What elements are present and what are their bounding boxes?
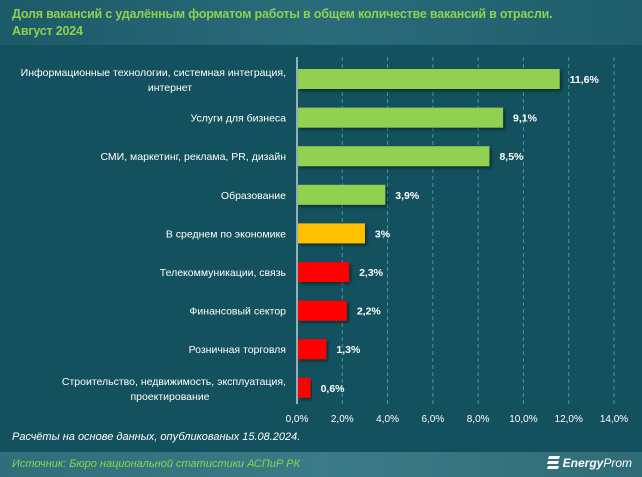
x-tick-label: 8,0% xyxy=(467,414,490,425)
bar xyxy=(298,262,350,282)
footer: Источник: Бюро национальной статистики А… xyxy=(0,452,642,477)
value-label: 3,9% xyxy=(395,190,420,202)
category-label: Образование xyxy=(221,190,286,202)
value-label: 9,1% xyxy=(513,113,538,125)
category-label: В среднем по экономике xyxy=(166,228,286,240)
energyprom-logo-icon xyxy=(546,456,560,469)
bar xyxy=(298,69,560,89)
calculation-note: Расчёты на основе данных, опубликованых … xyxy=(12,431,301,443)
chart-title: Доля вакансий с удалённым форматом работ… xyxy=(12,6,553,40)
category-label: Услуги для бизнеса xyxy=(191,113,287,125)
logo-text-bold: Energy xyxy=(562,456,604,470)
value-label: 11,6% xyxy=(570,74,600,86)
x-tick-label: 10,0% xyxy=(509,414,537,425)
value-label: 2,3% xyxy=(359,267,384,279)
x-tick-label: 6,0% xyxy=(421,414,444,425)
header: Доля вакансий с удалённым форматом работ… xyxy=(0,0,642,45)
chart-area: Информационные технологии, системная инт… xyxy=(0,45,642,440)
x-tick-label: 2,0% xyxy=(331,414,354,425)
category-label: СМИ, маркетинг, реклама, PR, дизайн xyxy=(100,151,286,163)
category-label-line2: интернет xyxy=(148,82,192,94)
category-label-line2: проектирование xyxy=(130,391,209,403)
bar xyxy=(298,184,386,205)
category-label: Финансовый сектор xyxy=(189,306,286,318)
x-tick-label: 4,0% xyxy=(376,414,399,425)
bar xyxy=(298,223,365,244)
value-label: 0,6% xyxy=(321,383,346,395)
value-label: 1,3% xyxy=(336,344,361,356)
category-label: Розничная торговля xyxy=(189,344,286,356)
logo-text-rest: Prom xyxy=(603,456,632,470)
energyprom-logo: Energy Prom xyxy=(546,456,632,470)
category-label: Строительство, недвижимость, эксплуатаци… xyxy=(62,376,286,388)
value-label: 2,2% xyxy=(357,306,382,318)
x-tick-label: 14,0% xyxy=(600,414,628,425)
category-label: Телекоммуникации, связь xyxy=(160,267,287,279)
bar-chart: Информационные технологии, системная инт… xyxy=(21,57,628,425)
x-tick-label: 0,0% xyxy=(286,414,309,425)
bar xyxy=(298,146,490,167)
bar xyxy=(298,300,347,321)
source-text: Источник: Бюро национальной статистики А… xyxy=(12,458,301,470)
bar xyxy=(298,339,327,360)
category-label: Информационные технологии, системная инт… xyxy=(21,67,286,79)
value-label: 3% xyxy=(375,228,391,240)
bar xyxy=(298,107,504,128)
x-tick-label: 12,0% xyxy=(555,414,583,425)
value-label: 8,5% xyxy=(499,151,524,163)
chart-title-line2: Август 2024 xyxy=(12,24,83,38)
chart-title-line1: Доля вакансий с удалённым форматом работ… xyxy=(12,7,553,21)
bar xyxy=(298,377,311,398)
